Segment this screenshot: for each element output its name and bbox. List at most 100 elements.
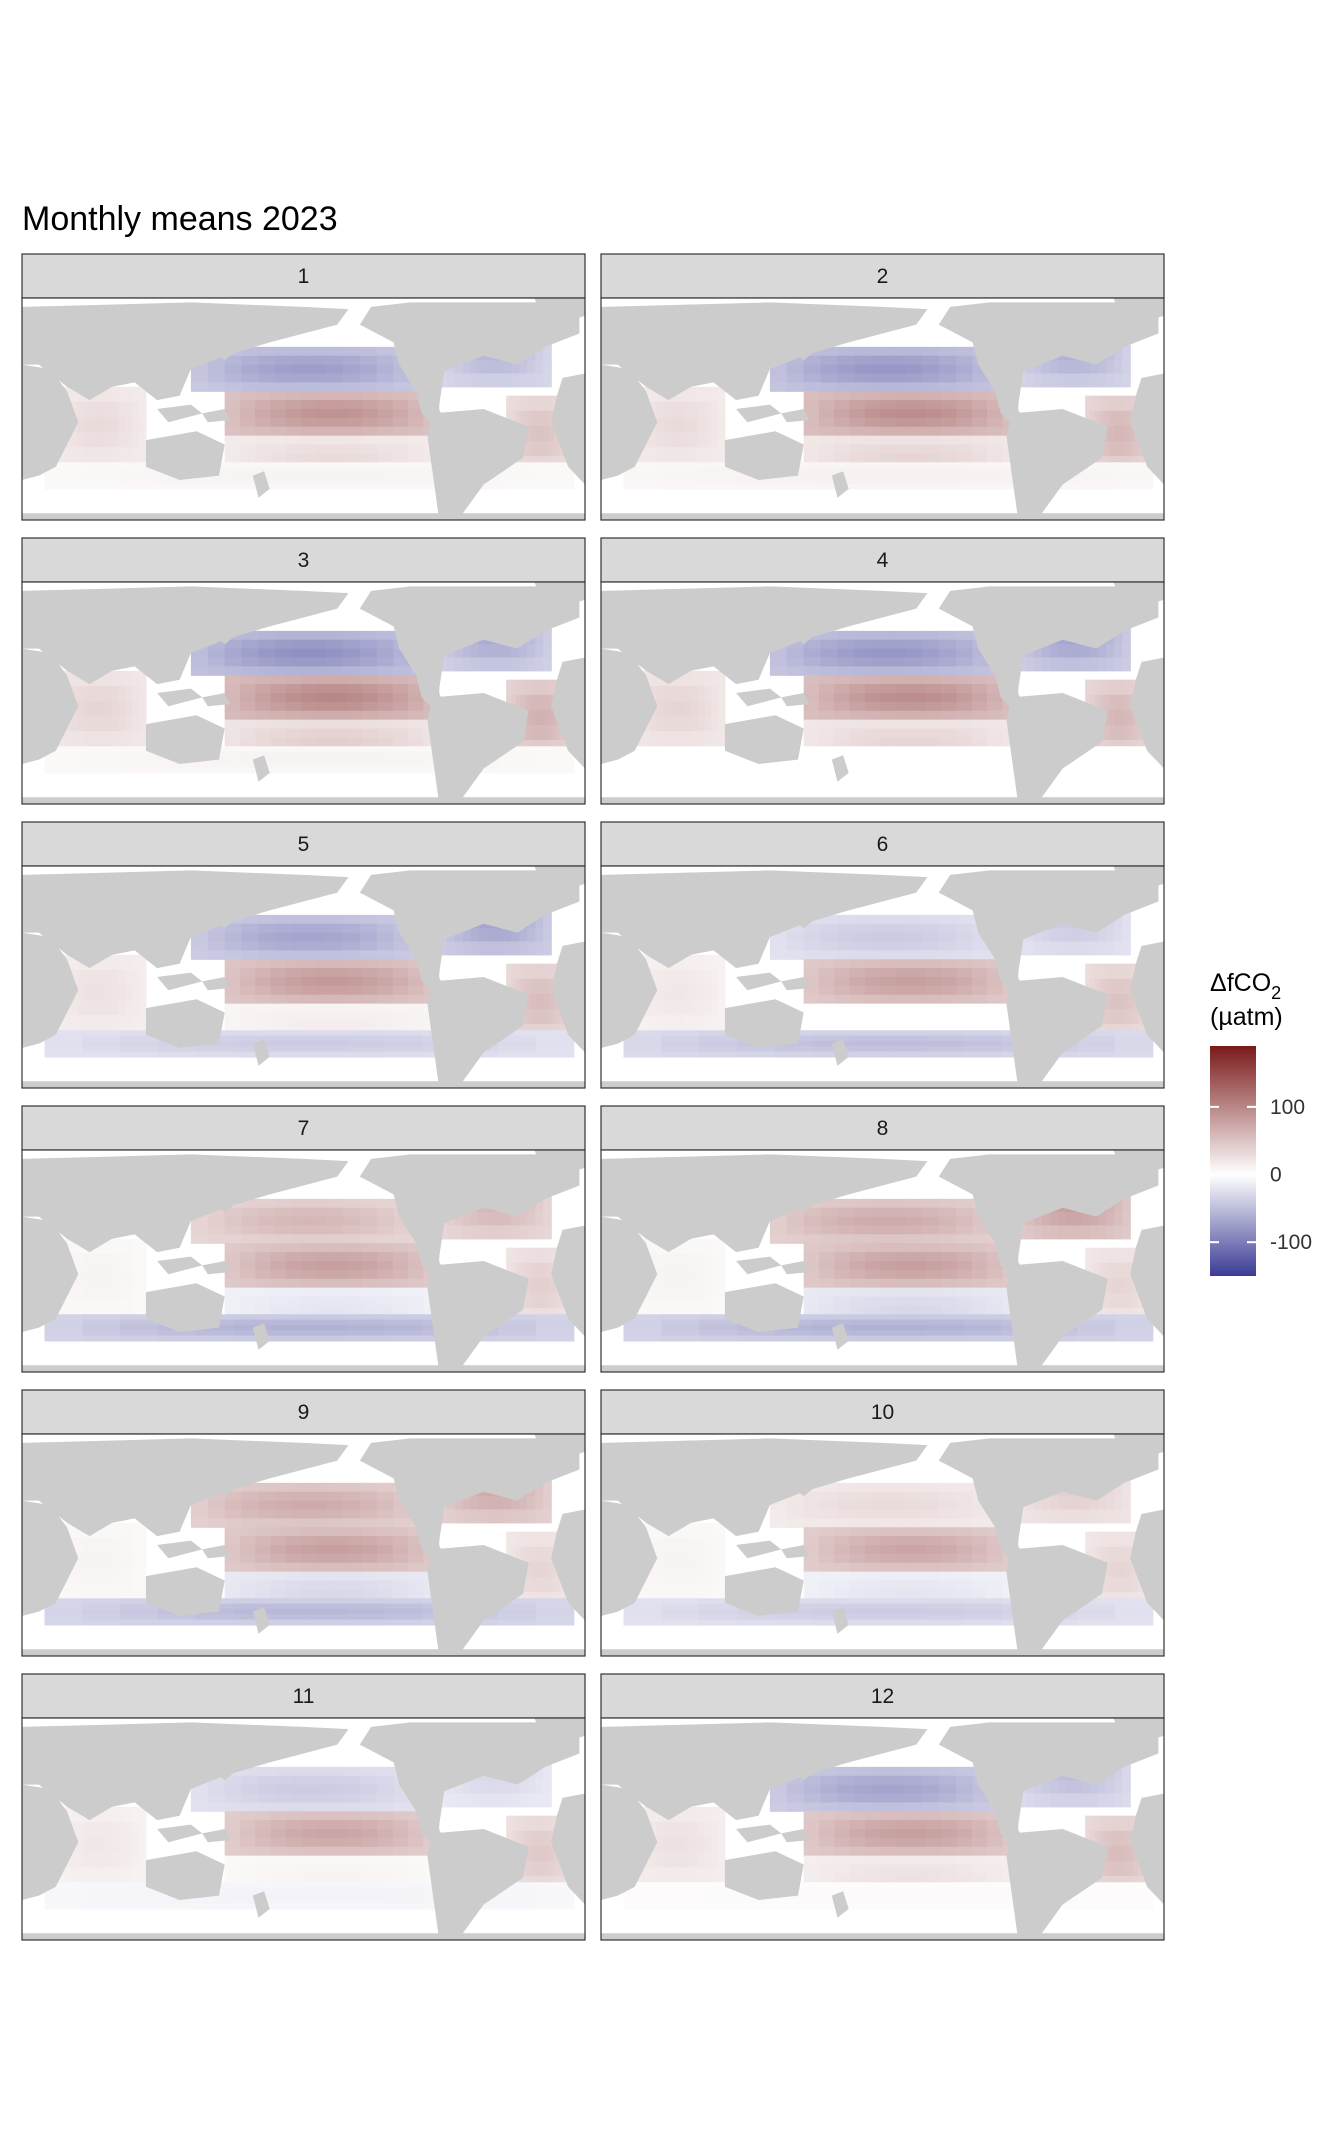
field-cell-eq <box>316 985 333 996</box>
field-cell-npac <box>786 639 805 650</box>
field-cell-npac <box>258 1482 276 1493</box>
field-cell-spac <box>803 1305 820 1315</box>
field-cell-so <box>233 1046 272 1053</box>
field-cell-spac <box>239 737 256 747</box>
field-cell-natl <box>535 914 544 929</box>
field-cell-eqatl <box>1118 724 1125 741</box>
field-cell-npac <box>769 364 788 375</box>
field-cell-spac <box>255 737 272 747</box>
field-cell-ind <box>84 731 92 747</box>
field-cell-so <box>309 1603 348 1610</box>
field-cell-eqatl <box>544 1277 551 1294</box>
field-cell-natl <box>535 644 544 659</box>
field-cell-spac <box>880 1571 896 1582</box>
land-mass <box>551 657 585 769</box>
field-cell-spac <box>941 1580 958 1590</box>
field-cell-eqatl <box>525 963 531 980</box>
field-cell-eqatl <box>525 425 531 442</box>
field-cell-ind <box>704 1284 712 1300</box>
field-cell-npac <box>803 932 822 943</box>
field-cell-ind <box>139 670 147 687</box>
field-cell-natl <box>535 1482 544 1497</box>
field-cell-natl <box>511 657 520 672</box>
field-cell-eqatl <box>515 978 522 995</box>
field-cell-so <box>82 1603 121 1610</box>
field-cell-so <box>736 483 776 490</box>
field-cell-so <box>661 756 700 763</box>
field-cell-eqatl <box>530 709 536 726</box>
field-cell-eq <box>377 1553 394 1564</box>
field-cell-so <box>384 756 424 763</box>
field-cell-so <box>384 1030 424 1037</box>
field-cell-ind <box>139 1000 147 1016</box>
field-cell-npac <box>309 950 327 960</box>
field-cell-npac <box>342 630 361 641</box>
field-cell-so <box>888 467 927 474</box>
field-cell-npac <box>786 1207 805 1218</box>
field-cell-ind <box>677 685 685 702</box>
land-mass <box>534 866 585 893</box>
field-cell-npac <box>376 373 395 383</box>
field-cell-spac <box>285 1287 302 1298</box>
field-cell-npac <box>359 914 378 925</box>
field-cell-npac <box>905 382 923 392</box>
field-cell-npac <box>921 382 940 392</box>
field-cell-eq <box>818 1553 835 1564</box>
field-cell-eq <box>956 426 973 437</box>
field-cell-ind <box>91 1568 99 1584</box>
field-cell-eq <box>331 1562 348 1573</box>
field-cell-so <box>82 756 121 763</box>
field-cell-eqatl <box>539 978 546 995</box>
field-cell-ind <box>649 1284 658 1300</box>
field-cell-so <box>44 472 83 479</box>
field-cell-natl <box>1073 1225 1083 1240</box>
field-cell-eq <box>987 710 1003 721</box>
field-cell-natl <box>1081 1225 1091 1240</box>
field-cell-eq <box>377 1243 394 1253</box>
field-cell-so <box>120 472 159 479</box>
field-cell-eq <box>925 994 942 1005</box>
field-cell-so <box>44 1030 83 1037</box>
field-cell-so <box>963 1314 1003 1321</box>
field-cell-so <box>699 1035 738 1042</box>
field-cell-eqatl <box>525 1277 531 1294</box>
field-cell-so <box>498 472 537 479</box>
field-cell-eqatl <box>1099 694 1106 711</box>
field-cell-npac <box>376 932 395 943</box>
field-cell-eq <box>301 391 317 401</box>
field-cell-eq <box>971 675 988 685</box>
field-cell-ind <box>91 984 99 1001</box>
field-cell-so <box>699 462 738 469</box>
field-cell-eq <box>864 675 881 685</box>
field-cell-natl <box>438 1225 448 1240</box>
field-cell-npac <box>905 1234 923 1244</box>
field-cell-eqatl <box>1109 1247 1115 1264</box>
field-cell-natl <box>1017 657 1027 672</box>
field-cell-so <box>661 472 700 479</box>
field-cell-so <box>120 756 159 763</box>
land-mass <box>157 1256 203 1275</box>
field-cell-spac <box>392 1021 409 1031</box>
field-cell-eq <box>880 675 896 685</box>
field-cell-so <box>661 1319 700 1326</box>
field-cell-so <box>1077 483 1116 490</box>
field-cell-spac <box>895 737 912 747</box>
field-cell-eqatl <box>1104 1576 1110 1593</box>
field-cell-natl <box>1106 1225 1115 1240</box>
land-mass <box>792 901 815 929</box>
facet-strip-label: 10 <box>871 1401 894 1424</box>
field-cell-so <box>233 756 272 763</box>
field-cell-eqatl <box>1114 963 1120 980</box>
field-cell-spac <box>346 444 363 454</box>
field-cell-natl <box>1098 657 1107 672</box>
field-cell-spac <box>316 737 333 747</box>
field-cell-eq <box>392 1278 409 1289</box>
field-cell-natl <box>494 657 504 672</box>
field-cell-so <box>498 1603 537 1610</box>
field-cell-natl <box>1122 657 1131 672</box>
field-cell-ind <box>690 1253 699 1270</box>
field-cell-so <box>44 1335 83 1342</box>
field-cell-natl <box>1041 373 1051 388</box>
field-cell-ind <box>77 700 85 717</box>
field-cell-ind <box>718 447 726 463</box>
